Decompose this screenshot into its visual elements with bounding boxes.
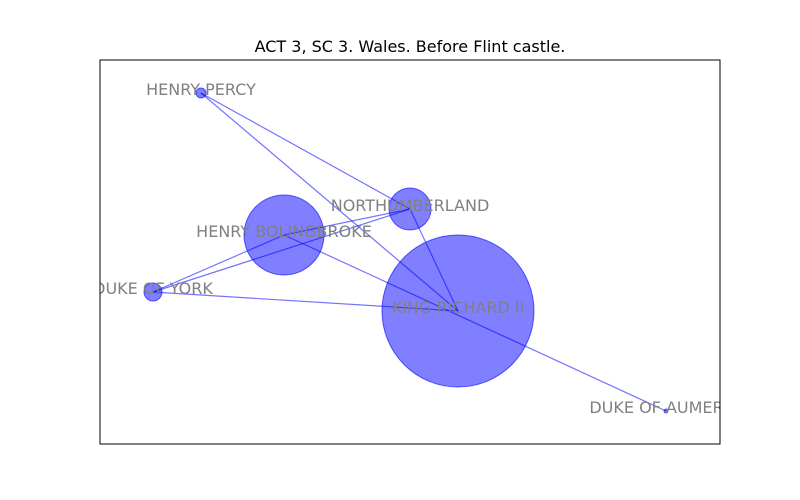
node-layer	[143, 87, 669, 414]
node-label-henry-percy: HENRY PERCY	[146, 80, 256, 99]
node-label-henry-bolingbroke: HENRY BOLINGBROKE	[196, 222, 372, 241]
diagram-title: ACT 3, SC 3. Wales. Before Flint castle.	[255, 37, 566, 56]
plot-frame	[99, 59, 721, 445]
edge-henry-percy-northumberland	[200, 92, 411, 210]
label-layer: HENRY PERCY NORTHUMBERLAND HENRY BOLINGBRO…	[93, 80, 742, 417]
node-label-duke-of-aumerle: DUKE OF AUMERLE	[589, 398, 742, 417]
node-duke-of-aumerle	[663, 408, 669, 414]
node-label-king-richard-ii: KING RICHARD II	[392, 298, 525, 317]
node-henry-percy	[195, 87, 207, 99]
plot-area: HENRY PERCY NORTHUMBERLAND HENRY BOLINGBRO…	[93, 80, 742, 417]
node-label-duke-of-york: DUKE OF YORK	[93, 279, 213, 298]
node-king-richard-ii	[381, 234, 535, 388]
node-northumberland	[388, 187, 432, 231]
node-label-northumberland: NORTHUMBERLAND	[331, 196, 490, 215]
node-henry-bolingbroke	[243, 194, 325, 276]
node-duke-of-york	[143, 282, 163, 302]
